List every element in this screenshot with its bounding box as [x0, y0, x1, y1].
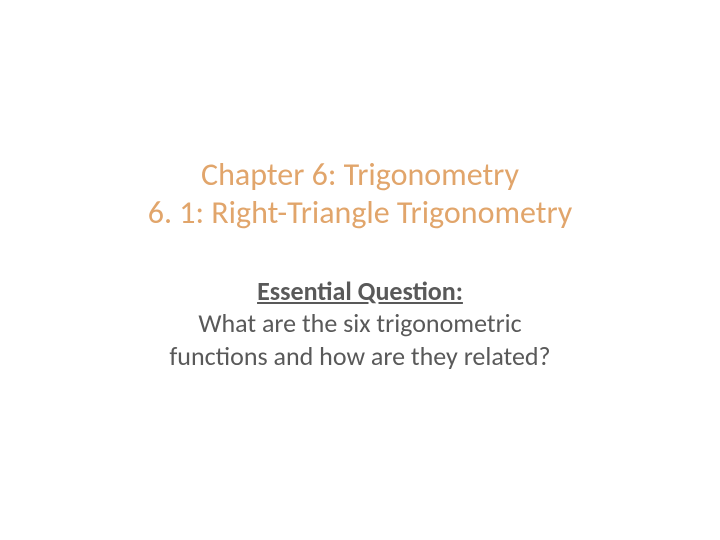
essential-question-body-line-2: functions and how are they related?	[169, 340, 550, 373]
slide-title: Chapter 6: Trigonometry 6. 1: Right-Tria…	[148, 156, 573, 233]
essential-question-label: Essential Question:	[169, 275, 550, 308]
essential-question-block: Essential Question: What are the six tri…	[169, 275, 550, 373]
title-line-1: Chapter 6: Trigonometry	[148, 156, 573, 194]
title-line-2: 6. 1: Right-Triangle Trigonometry	[148, 194, 573, 232]
essential-question-body-line-1: What are the six trigonometric	[169, 307, 550, 340]
